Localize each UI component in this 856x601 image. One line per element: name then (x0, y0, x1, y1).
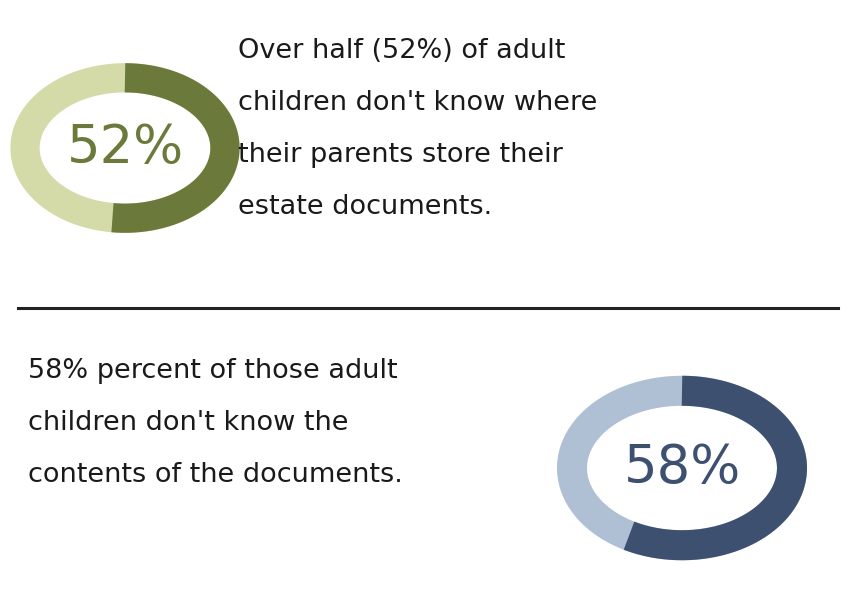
Text: estate documents.: estate documents. (238, 194, 492, 220)
Text: contents of the documents.: contents of the documents. (28, 462, 403, 488)
Text: 58% percent of those adult: 58% percent of those adult (28, 358, 398, 384)
Text: Over half (52%) of adult: Over half (52%) of adult (238, 38, 565, 64)
Text: 52%: 52% (67, 122, 183, 174)
Text: children don't know the: children don't know the (28, 410, 348, 436)
Text: children don't know where: children don't know where (238, 90, 597, 116)
Text: their parents store their: their parents store their (238, 142, 563, 168)
Text: 58%: 58% (623, 442, 740, 494)
